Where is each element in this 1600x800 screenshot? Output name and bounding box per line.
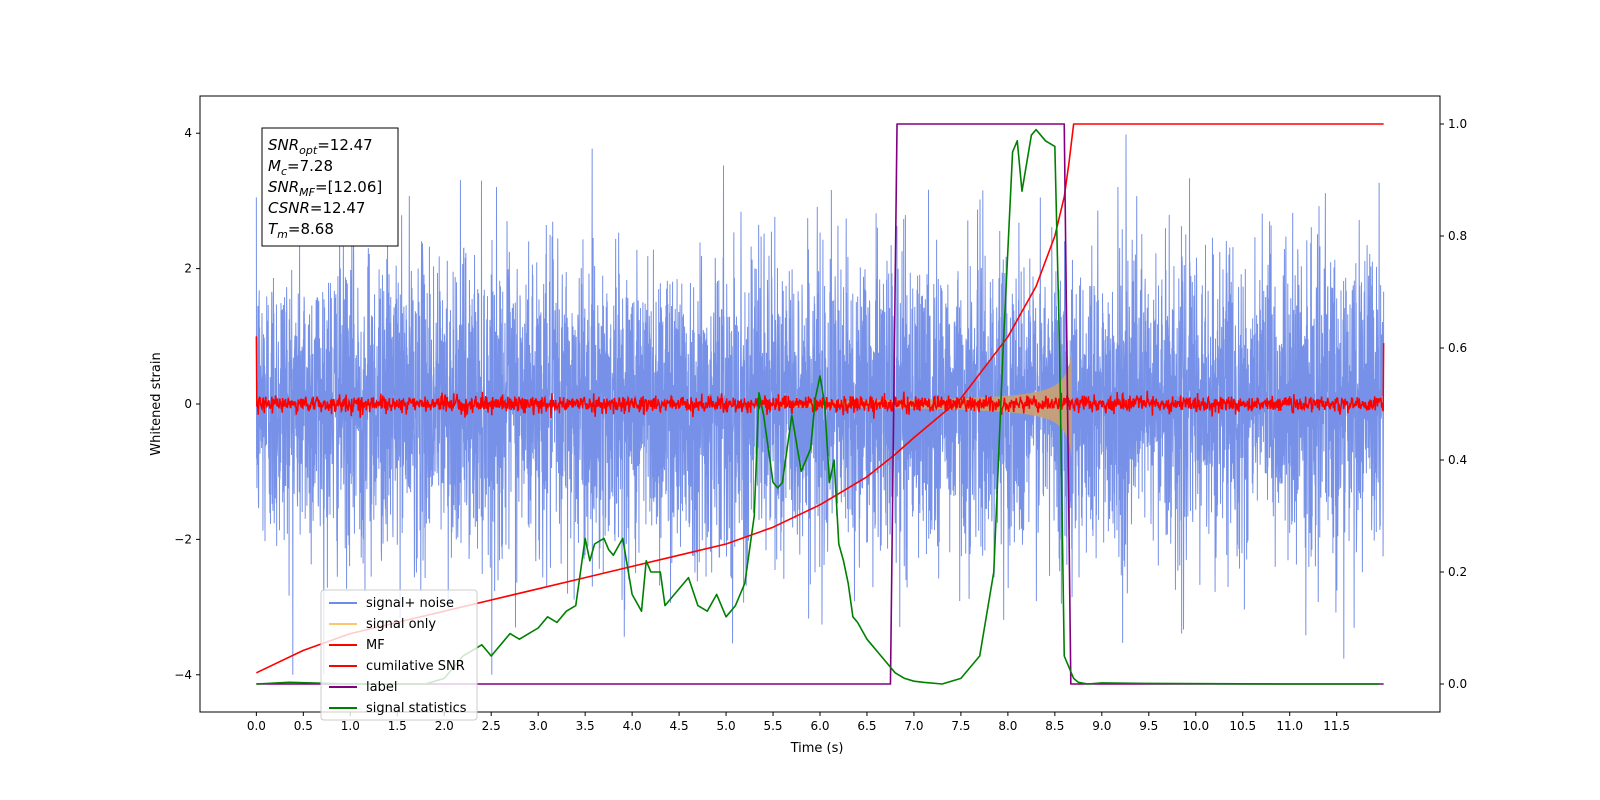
x-tick-label: 11.5 xyxy=(1323,719,1350,733)
y2-tick-label: 1.0 xyxy=(1448,117,1467,131)
x-tick-label: 0.5 xyxy=(294,719,313,733)
y-tick-label: −2 xyxy=(174,532,192,546)
legend-label: signal+ noise xyxy=(366,596,454,611)
x-tick-label: 7.0 xyxy=(904,719,923,733)
x-tick-label: 8.5 xyxy=(1045,719,1064,733)
legend-label: MF xyxy=(366,638,385,653)
y2-tick-label: 0.6 xyxy=(1448,341,1467,355)
y2-tick-label: 0.0 xyxy=(1448,677,1467,691)
y-tick-label: 4 xyxy=(184,126,192,140)
x-tick-label: 5.5 xyxy=(763,719,782,733)
legend-label: signal statistics xyxy=(366,701,467,716)
series-label-line xyxy=(256,123,1384,685)
y2-tick-label: 0.8 xyxy=(1448,229,1467,243)
annotation-line: Mc=7.28 xyxy=(268,157,333,178)
x-tick-label: 8.0 xyxy=(998,719,1017,733)
annotation-line: Tm=8.68 xyxy=(268,220,334,241)
y2-tick-label: 0.4 xyxy=(1448,453,1467,467)
x-tick-label: 4.5 xyxy=(670,719,689,733)
legend-label: signal only xyxy=(366,617,436,632)
x-tick-label: 1.5 xyxy=(388,719,407,733)
x-tick-label: 1.0 xyxy=(341,719,360,733)
series-mf-line xyxy=(255,336,1385,419)
annotation-box: SNRopt=12.47Mc=7.28SNRMF=[12.06]CSNR=12.… xyxy=(261,127,399,247)
legend-label: cumilative SNR xyxy=(366,659,465,674)
annotation-line: SNRMF=[12.06] xyxy=(268,178,382,199)
series-signal-noise-line xyxy=(255,134,1385,675)
x-tick-label: 2.0 xyxy=(435,719,454,733)
x-tick-label: 11.0 xyxy=(1276,719,1303,733)
x-tick-label: 3.5 xyxy=(576,719,595,733)
y-tick-label: 0 xyxy=(184,397,192,411)
x-tick-label: 6.5 xyxy=(857,719,876,733)
x-tick-label: 9.5 xyxy=(1139,719,1158,733)
annotation-line: CSNR=12.47 xyxy=(268,199,365,217)
series-signal-statistics-line xyxy=(256,128,1379,685)
y2-tick-label: 0.2 xyxy=(1448,565,1467,579)
x-tick-label: 4.0 xyxy=(623,719,642,733)
annotation-line: SNRopt=12.47 xyxy=(268,136,373,157)
y-tick-label: −4 xyxy=(174,668,192,682)
x-axis-label: Time (s) xyxy=(790,741,844,756)
y-tick-label: 2 xyxy=(184,262,192,276)
x-tick-label: 10.5 xyxy=(1229,719,1256,733)
x-tick-label: 6.0 xyxy=(810,719,829,733)
y-axis-label: Whitened strain xyxy=(149,352,164,455)
x-tick-label: 2.5 xyxy=(482,719,501,733)
x-tick-label: 3.0 xyxy=(529,719,548,733)
x-tick-label: 10.0 xyxy=(1182,719,1209,733)
legend-label: label xyxy=(366,680,397,695)
x-tick-label: 0.0 xyxy=(247,719,266,733)
legend: signal+ noise signal only MF cumilative SNR… xyxy=(320,589,478,721)
x-tick-label: 5.0 xyxy=(717,719,736,733)
x-tick-label: 7.5 xyxy=(951,719,970,733)
x-tick-label: 9.0 xyxy=(1092,719,1111,733)
